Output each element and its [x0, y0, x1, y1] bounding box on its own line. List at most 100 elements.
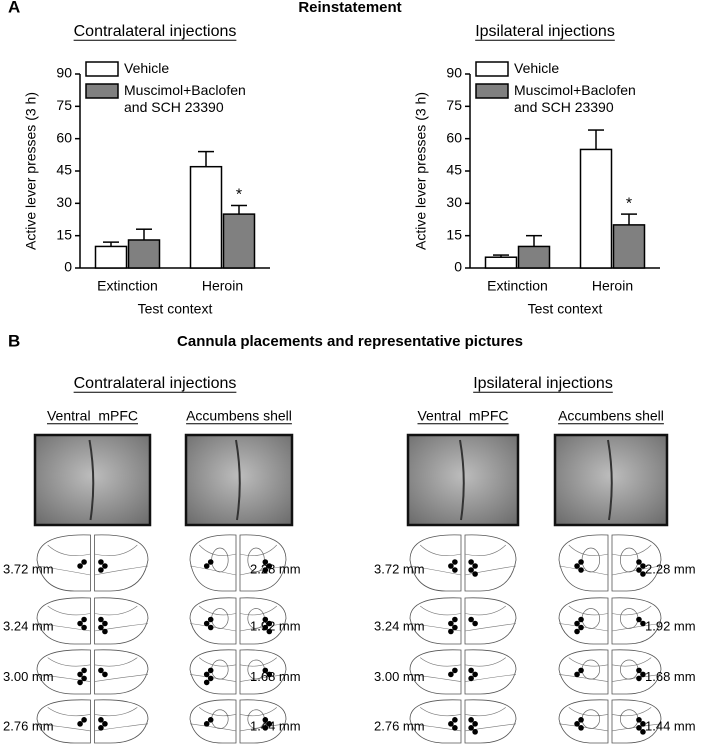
placement-dot: [452, 567, 458, 573]
placement-dot: [578, 667, 584, 674]
placement-dot: [262, 667, 269, 674]
placement-dot: [636, 725, 642, 731]
placement-dot: [98, 624, 104, 631]
placement-dot: [452, 559, 458, 565]
level-label: 3.72 mm: [374, 562, 425, 577]
section-outline: [409, 597, 462, 645]
section-outline: [464, 534, 517, 592]
level-label: 2.76 mm: [374, 719, 425, 734]
y-tick-label: 30: [56, 194, 72, 210]
section-line: [94, 657, 138, 667]
legend-swatch: [85, 83, 119, 99]
section-line: [94, 565, 149, 576]
placement-dot: [640, 620, 646, 627]
placement-dot: [574, 620, 580, 627]
y-tick-label: 90: [446, 65, 462, 81]
section-outline: [611, 649, 662, 695]
placement-dot: [468, 616, 474, 623]
bar: [517, 245, 551, 269]
brain-section: [558, 699, 662, 744]
placement-dot: [448, 563, 454, 569]
x-tick-label: Extinction: [487, 278, 548, 294]
placement-dot: [203, 620, 210, 627]
placement-dot: [77, 721, 83, 727]
section-line: [189, 565, 237, 576]
section-outline: [464, 597, 517, 645]
chart-title: Contralateral injections: [74, 23, 237, 40]
section-line: [239, 657, 277, 667]
section-outline: [558, 699, 609, 744]
placement-dot: [207, 675, 214, 682]
section-outline: [464, 649, 517, 695]
chart-title: Ipsilateral injections: [475, 23, 615, 40]
y-tick-label: 15: [446, 226, 462, 242]
y-tick-label: 75: [56, 97, 72, 113]
placement-dot: [262, 616, 269, 623]
section-line: [464, 657, 506, 667]
placement-dot: [578, 567, 584, 573]
group-heading: Ipsilateral injections: [473, 375, 613, 392]
placement-dot: [574, 671, 580, 678]
placement-dot: [262, 567, 269, 573]
placement-dot: [98, 567, 104, 573]
placement-dot: [77, 671, 83, 678]
section-line: [464, 565, 517, 576]
section-line: [94, 623, 149, 632]
section-line: [239, 544, 278, 556]
level-label: 3.72 mm: [3, 562, 54, 577]
placement-dot: [452, 616, 458, 623]
section-outline: [94, 597, 149, 645]
y-tick-label: 15: [56, 226, 72, 242]
placement-dot: [578, 624, 584, 631]
y-tick-label: 90: [56, 65, 72, 81]
placement-dot: [98, 717, 104, 723]
section-outline: [611, 699, 662, 744]
section-line: [420, 707, 462, 717]
level-label: 1.44 mm: [250, 719, 301, 734]
bar: [94, 245, 128, 269]
placement-dot: [266, 563, 273, 569]
bar: [222, 213, 256, 269]
x-tick-label: Extinction: [97, 278, 158, 294]
section-outline: [36, 534, 91, 592]
section-line: [94, 674, 149, 682]
brain-section: [409, 649, 517, 695]
section-line: [198, 544, 237, 556]
section-outline: [611, 597, 662, 645]
placement-dot: [262, 717, 269, 723]
placement-dot: [448, 671, 454, 678]
brain-section: [189, 699, 287, 744]
placement-dot: [203, 671, 210, 678]
placement-dot: [636, 667, 642, 674]
placement-dot: [574, 721, 580, 727]
section-line: [94, 605, 138, 616]
placement-dot: [448, 620, 454, 627]
y-tick-label: 45: [446, 162, 462, 178]
region-label: Ventral mPFC: [47, 408, 138, 424]
placement-dot: [640, 563, 646, 569]
placement-dot: [102, 620, 108, 627]
region-label: Ventral mPFC: [417, 408, 508, 424]
panel-letter: B: [8, 331, 20, 350]
placement-dot: [468, 567, 474, 573]
placement-dot: [266, 628, 273, 635]
section-outline: [36, 649, 91, 695]
placement-dot: [574, 563, 580, 569]
level-label: 3.00 mm: [3, 669, 54, 684]
placement-dot: [207, 717, 214, 723]
placement-dot: [472, 729, 478, 735]
x-axis-label: Test context: [528, 301, 603, 317]
level-label: 1.92 mm: [250, 618, 301, 633]
legend-label: Vehicle: [514, 60, 560, 76]
level-label: 2.28 mm: [250, 562, 301, 577]
level-label: 3.00 mm: [374, 669, 425, 684]
section-line: [611, 623, 662, 632]
placement-dot: [81, 559, 87, 565]
placement-dot: [203, 679, 210, 686]
significance-marker: *: [236, 187, 242, 204]
placement-dot: [468, 725, 474, 731]
placement-dot: [472, 571, 478, 577]
placement-dot: [98, 616, 104, 623]
placement-dot: [98, 725, 104, 731]
section-line: [409, 565, 462, 576]
